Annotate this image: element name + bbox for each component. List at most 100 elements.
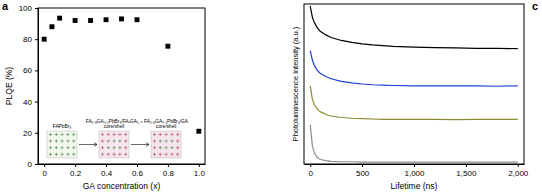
x-axis-title: Lifetime (ns)	[391, 181, 438, 191]
molecule	[170, 140, 173, 143]
point	[42, 37, 47, 42]
molecule	[72, 146, 75, 149]
tick-label: 500	[356, 169, 370, 178]
arrow	[79, 143, 97, 147]
tick-label: 100	[19, 4, 33, 13]
tick-label: 1.0	[194, 169, 206, 178]
x-axis-line	[39, 164, 206, 165]
tick: 40	[23, 98, 38, 107]
molecule	[159, 133, 162, 136]
tick-mark	[106, 164, 107, 167]
point	[135, 17, 140, 22]
point	[165, 44, 170, 49]
molecule	[55, 133, 58, 136]
molecule	[153, 146, 156, 149]
tick: 60	[23, 66, 38, 75]
molecule	[124, 140, 127, 143]
tick-label: 1,000	[404, 169, 425, 178]
decay-curve	[310, 51, 518, 87]
figure: FAPbBr₃FA₀.₉GA₀.₁PbBr₃/FAₓGA₁₋ₓcore/shel…	[0, 0, 542, 195]
molecule	[118, 140, 121, 143]
tick: 0.2	[70, 164, 82, 178]
y-axis-title: Photoluminescence intensity (a.u.)	[291, 26, 300, 141]
tick-label: 60	[23, 66, 32, 75]
molecule	[170, 153, 173, 156]
molecule	[101, 140, 104, 143]
tick-mark	[137, 164, 138, 167]
structure-box	[151, 131, 181, 158]
molecule	[113, 140, 116, 143]
point	[57, 16, 62, 21]
plot-area	[310, 6, 518, 162]
molecule	[61, 133, 64, 136]
point	[119, 16, 124, 21]
molecule	[107, 146, 110, 149]
tick-label: 1,500	[456, 169, 477, 178]
tick-label: 2,000	[508, 169, 529, 178]
tick-mark	[35, 39, 38, 40]
x-axis: 0 0.2 0.4 0.6 0.8 1.0	[39, 164, 206, 178]
plot-frame	[304, 4, 524, 164]
tick-label: 20	[23, 129, 32, 138]
tick-label: 0	[308, 169, 313, 178]
tick: 0.6	[132, 164, 144, 178]
molecule	[113, 153, 116, 156]
molecule	[101, 146, 104, 149]
point	[88, 18, 93, 23]
tick: 0	[28, 160, 38, 169]
molecule	[159, 140, 162, 143]
point	[49, 24, 54, 29]
tick-mark	[75, 164, 76, 167]
molecule	[165, 146, 168, 149]
molecule	[55, 146, 58, 149]
panel-label: a	[2, 0, 9, 12]
tick-mark	[168, 164, 169, 167]
tick-label: 0.8	[163, 169, 175, 178]
molecule	[176, 146, 179, 149]
molecule	[61, 153, 64, 156]
structure-box	[47, 131, 77, 158]
molecule	[55, 140, 58, 143]
molecule	[176, 133, 179, 136]
molecule	[66, 140, 69, 143]
tick-label: 0.4	[101, 169, 113, 178]
molecule	[49, 140, 52, 143]
tick-mark	[35, 8, 38, 9]
molecule	[72, 153, 75, 156]
tick-label: 0.6	[132, 169, 144, 178]
molecule	[165, 140, 168, 143]
tick: 80	[23, 35, 38, 44]
molecule	[49, 133, 52, 136]
molecule	[72, 140, 75, 143]
panel-label: c	[532, 0, 538, 12]
molecule	[124, 146, 127, 149]
molecule	[113, 146, 116, 149]
molecule	[55, 153, 58, 156]
tick-mark	[362, 164, 363, 167]
tick: 1,500	[456, 164, 477, 178]
plot-area	[42, 16, 202, 134]
decay-curve	[310, 6, 518, 49]
molecule	[153, 140, 156, 143]
annotation: FA₀.₉GA₀.₁PbBr₃/FAₓGA₁₋ₓ	[86, 119, 143, 124]
molecule	[165, 133, 168, 136]
tick-label: 0.2	[70, 169, 82, 178]
arrow	[131, 143, 149, 147]
plot-frame	[38, 8, 205, 164]
molecule	[107, 133, 110, 136]
annotation: core/shell	[104, 124, 125, 129]
tick: 1,000	[404, 164, 425, 178]
molecule	[124, 153, 127, 156]
point	[73, 18, 78, 23]
molecule	[61, 140, 64, 143]
molecule	[170, 146, 173, 149]
molecule	[176, 153, 179, 156]
molecule	[118, 133, 121, 136]
panel: 0 500 1,000 1,500 2,000 c Lifetime (ns) Photolu…	[291, 0, 538, 191]
point	[196, 129, 201, 134]
tick-label: 0	[28, 160, 33, 169]
annotation: core/shell	[156, 124, 177, 129]
tick: 0	[42, 164, 47, 178]
x-axis-title: GA concentration (x)	[83, 181, 161, 191]
point	[104, 17, 109, 22]
